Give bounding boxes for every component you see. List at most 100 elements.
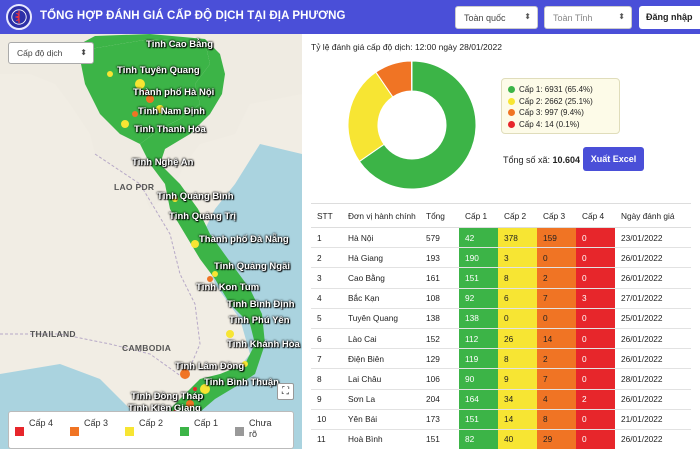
table-cell: 2 — [311, 247, 342, 269]
map-label: Tỉnh Phú Yên — [229, 315, 290, 326]
vietnam-map[interactable]: Cấp độ dịch ⬍ Tỉnh Cao Bằng Tỉnh Tuyên Q… — [0, 34, 302, 449]
legend-dot — [508, 120, 515, 128]
chevron-updown-icon: ⬍ — [524, 12, 531, 21]
table-cell: 0 — [576, 247, 615, 269]
legend-item: Cấp 2 — [125, 418, 167, 436]
table-row[interactable]: 7 Điện Biên 129 119 8 2 0 26/01/2022 — [311, 348, 691, 370]
stats-title: Tỷ lệ đánh giá cấp độ dịch: 12:00 ngày 2… — [311, 42, 502, 52]
table-cell: 129 — [420, 348, 459, 370]
map-label: Tỉnh Quảng Ngãi — [214, 261, 290, 272]
table-cell: 193 — [420, 247, 459, 269]
table-cell: 26/01/2022 — [615, 389, 691, 410]
province-table: STT Đơn vị hành chính Tổng Cấp 1 Cấp 2 C… — [311, 203, 691, 449]
table-cell: 112 — [459, 328, 498, 350]
table-cell: 4 — [311, 288, 342, 309]
table-row[interactable]: 5 Tuyên Quang 138 138 0 0 0 25/01/2022 — [311, 308, 691, 329]
map-label: Thành phố Hà Nội — [133, 87, 215, 98]
col-header[interactable]: Cấp 2 — [498, 203, 537, 228]
legend-swatch — [70, 427, 79, 436]
table-row[interactable]: 11 Hoà Bình 151 82 40 29 0 26/01/2022 — [311, 429, 691, 449]
table-cell: Bắc Kạn — [342, 288, 420, 309]
fullscreen-icon[interactable]: ⛶ — [277, 383, 294, 400]
total-value: 10.604 — [552, 155, 581, 165]
donut-legend-label: Cấp 3: 997 (9.4%) — [519, 108, 584, 117]
col-header[interactable]: Ngày đánh giá — [615, 203, 691, 228]
col-header[interactable]: Cấp 1 — [459, 203, 498, 228]
table-cell: 173 — [420, 409, 459, 430]
legend-label: Cấp 3 — [84, 418, 109, 428]
table-cell: 151 — [420, 429, 459, 449]
table-row[interactable]: 6 Lào Cai 152 112 26 14 0 26/01/2022 — [311, 328, 691, 350]
legend-dot — [508, 109, 515, 117]
map-label: Tỉnh Nam Định — [138, 106, 206, 117]
table-row[interactable]: 1 Hà Nội 579 42 378 159 0 23/01/2022 — [311, 227, 691, 249]
table-cell: 1 — [311, 227, 342, 249]
legend-item: Cấp 1 — [180, 418, 222, 436]
total-label: Tổng số xã: — [503, 155, 553, 165]
legend-item: Chưa rõ — [235, 418, 277, 440]
table-cell: 40 — [498, 429, 537, 449]
map-label: Tỉnh Thanh Hóa — [134, 124, 206, 135]
donut-legend-item: Cấp 1: 6931 (65.4%) — [508, 84, 613, 96]
table-cell: 7 — [537, 368, 576, 390]
scope-select[interactable]: Toàn quốc ⬍ — [455, 6, 538, 29]
table-cell: 106 — [420, 368, 459, 390]
table-row[interactable]: 4 Bắc Kạn 108 92 6 7 3 27/01/2022 — [311, 288, 691, 309]
table-cell: 3 — [311, 267, 342, 289]
map-label: Tỉnh Lâm Đồng — [175, 361, 245, 372]
table-row[interactable]: 3 Cao Bằng 161 151 8 2 0 26/01/2022 — [311, 267, 691, 289]
donut-legend-item: Cấp 4: 14 (0.1%) — [508, 119, 613, 131]
table-cell: 0 — [576, 368, 615, 390]
table-cell: 0 — [576, 409, 615, 430]
donut-slice-1[interactable] — [358, 60, 477, 190]
table-cell: 6 — [498, 288, 537, 309]
login-button[interactable]: Đăng nhập — [639, 6, 700, 29]
donut-chart — [347, 60, 477, 190]
province-select[interactable]: Toàn Tỉnh ⬍ — [544, 6, 632, 29]
map-label: Tỉnh Kon Tum — [196, 282, 260, 293]
ministry-logo — [6, 4, 32, 30]
table-cell: 28/01/2022 — [615, 368, 691, 390]
col-header[interactable]: Đơn vị hành chính — [342, 203, 420, 228]
col-header[interactable]: STT — [311, 203, 342, 228]
map-label: Tỉnh Bình Thuận — [204, 377, 279, 388]
table-cell: 0 — [576, 328, 615, 350]
legend-dot — [508, 97, 515, 105]
map-label: Tỉnh Đồng Tháp — [131, 391, 204, 402]
table-cell: Điện Biên — [342, 348, 420, 370]
col-header[interactable]: Cấp 3 — [537, 203, 576, 228]
top-header: TỔNG HỢP ĐÁNH GIÁ CẤP ĐỘ DỊCH TẠI ĐỊA PH… — [0, 0, 700, 34]
table-row[interactable]: 2 Hà Giang 193 190 3 0 0 26/01/2022 — [311, 247, 691, 269]
table-cell: 2 — [537, 348, 576, 370]
donut-slice-4[interactable] — [410, 60, 413, 92]
table-cell: 0 — [576, 267, 615, 289]
table-row[interactable]: 10 Yên Bái 173 151 14 8 0 21/01/2022 — [311, 409, 691, 430]
table-cell: 190 — [459, 247, 498, 269]
table-cell: 8 — [537, 409, 576, 430]
table-cell: 159 — [537, 227, 576, 249]
country-label: THAILAND — [30, 329, 76, 339]
table-cell: Yên Bái — [342, 409, 420, 430]
table-cell: 14 — [498, 409, 537, 430]
level-select-value: Cấp độ dịch — [17, 48, 63, 58]
table-cell: 23/01/2022 — [615, 227, 691, 249]
col-header[interactable]: Tổng — [420, 203, 459, 228]
table-cell: 119 — [459, 348, 498, 370]
table-cell: 138 — [459, 308, 498, 329]
col-header[interactable]: Cấp 4 — [576, 203, 615, 228]
table-row[interactable]: 8 Lai Châu 106 90 9 7 0 28/01/2022 — [311, 368, 691, 390]
table-cell: 29 — [537, 429, 576, 449]
table-cell: 82 — [459, 429, 498, 449]
table-cell: Cao Bằng — [342, 267, 420, 289]
table-cell: 6 — [311, 328, 342, 350]
table-cell: 3 — [576, 288, 615, 309]
level-select[interactable]: Cấp độ dịch ⬍ — [8, 42, 94, 64]
table-cell: Hà Nội — [342, 227, 420, 249]
donut-legend: Cấp 1: 6931 (65.4%) Cấp 2: 2662 (25.1%) … — [501, 78, 620, 134]
table-cell: 26/01/2022 — [615, 247, 691, 269]
table-cell: 151 — [459, 409, 498, 430]
province-select-value: Toàn Tỉnh — [553, 13, 593, 23]
table-row[interactable]: 9 Sơn La 204 164 34 4 2 26/01/2022 — [311, 389, 691, 410]
donut-legend-item: Cấp 3: 997 (9.4%) — [508, 107, 613, 119]
export-excel-button[interactable]: Xuất Excel — [583, 147, 644, 171]
